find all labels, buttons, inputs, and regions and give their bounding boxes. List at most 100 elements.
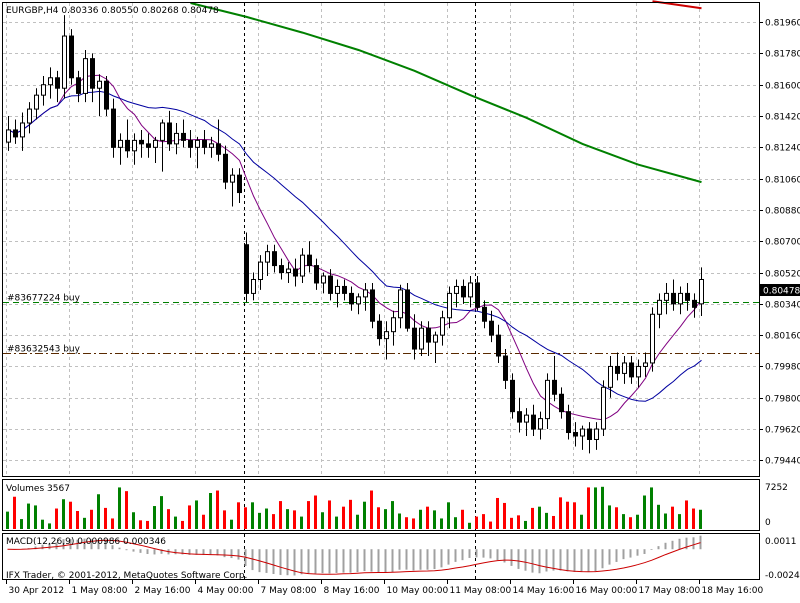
candle-body <box>252 279 256 293</box>
candle <box>427 321 431 356</box>
copyright-text: IFX Trader, © 2001-2012, MetaQuotes Soft… <box>6 571 247 581</box>
candle-body <box>385 332 389 339</box>
candle <box>224 146 228 189</box>
price-tick-label: 0.81240 <box>765 144 800 154</box>
price-tick-label: 0.79800 <box>765 395 800 405</box>
candle <box>301 248 305 283</box>
candle-body <box>35 95 39 109</box>
candle <box>245 233 249 303</box>
candle-body <box>679 293 683 303</box>
candle-body <box>119 140 123 147</box>
candle <box>182 120 186 148</box>
candle <box>476 276 480 311</box>
candle-body <box>469 283 473 297</box>
candle-body <box>406 290 410 328</box>
volume-tick-bottom: 0 <box>765 518 771 528</box>
candle-body <box>308 255 312 265</box>
candle <box>413 314 417 359</box>
candle-body <box>595 429 599 439</box>
candle <box>462 279 466 303</box>
candle <box>231 168 235 206</box>
candle-body <box>21 123 25 137</box>
candle-body <box>329 276 333 293</box>
volume-panel[interactable]: Volumes 3567 7252 0 <box>3 480 788 531</box>
candle <box>35 88 39 119</box>
candle <box>21 113 25 151</box>
time-tick-label: 2 May 16:00 <box>135 586 191 596</box>
candle <box>609 356 613 398</box>
candles <box>7 15 704 453</box>
candle-body <box>315 266 319 283</box>
candle-body <box>154 140 158 147</box>
candle <box>203 130 207 154</box>
price-tick-label: 0.79980 <box>765 363 800 373</box>
candle-body <box>420 328 424 349</box>
candle <box>511 373 515 418</box>
macd-panel[interactable]: MACD(12,26,9) 0.000986 0.000346 0.0011 -… <box>3 534 800 582</box>
candle-body <box>301 255 305 276</box>
period-separators <box>245 3 476 476</box>
candle <box>399 285 403 328</box>
candle-body <box>7 130 11 142</box>
candle-body <box>602 387 606 429</box>
candle <box>651 307 655 371</box>
candle-body <box>371 290 375 321</box>
price-tick-label: 0.81600 <box>765 82 800 92</box>
candle-body <box>28 109 32 123</box>
current-price-marker: 0.80478 <box>760 284 800 297</box>
candle-body <box>525 415 529 422</box>
candle <box>238 168 242 203</box>
candle-body <box>105 81 109 109</box>
candle <box>623 356 627 384</box>
candle-body <box>616 366 620 373</box>
price-panel[interactable]: #83677224 buy#83632543 buy EURGBP,H4 0.8… <box>3 1 800 476</box>
candle-body <box>539 419 543 429</box>
time-tick-label: 18 May 16:00 <box>702 586 764 596</box>
candle-body <box>147 144 151 147</box>
candle <box>441 311 445 346</box>
candle-body <box>273 252 277 266</box>
time-tick-label: 11 May 08:00 <box>450 586 512 596</box>
candle <box>448 286 452 328</box>
candle <box>266 245 270 276</box>
candle <box>350 286 354 310</box>
candle <box>119 133 123 164</box>
candle-body <box>427 328 431 342</box>
candle <box>140 130 144 158</box>
candle-body <box>287 269 291 272</box>
candle-body <box>399 290 403 318</box>
candle <box>518 398 522 433</box>
time-tick-label: 4 May 00:00 <box>198 586 254 596</box>
candle-body <box>672 293 676 303</box>
candle <box>28 102 32 133</box>
candle-body <box>392 318 396 332</box>
price-grid <box>3 3 759 476</box>
candle-body <box>574 433 578 436</box>
candle <box>588 422 592 453</box>
candle <box>406 283 410 332</box>
candle-body <box>413 328 417 349</box>
candle <box>196 137 200 168</box>
current-price-label: 0.80478 <box>763 287 800 297</box>
candle <box>98 74 102 116</box>
candle-body <box>294 269 298 276</box>
candle <box>315 259 319 290</box>
order-line-label: #83632543 buy <box>7 345 81 355</box>
candle-body <box>133 140 137 150</box>
time-tick-label: 10 May 00:00 <box>387 586 449 596</box>
candle-body <box>98 81 102 88</box>
macd-tick-bottom: -0.0024 <box>765 571 800 581</box>
candle <box>189 130 193 158</box>
macd-tick-top: 0.0011 <box>765 537 797 547</box>
candle-body <box>651 314 655 363</box>
candle <box>672 279 676 310</box>
candle-body <box>168 123 172 144</box>
time-tick-label: 30 Apr 2012 <box>9 586 65 596</box>
candle <box>49 67 53 98</box>
price-tick-label: 0.80700 <box>765 238 800 248</box>
candle-body <box>434 335 438 342</box>
candle <box>126 120 130 158</box>
candle-body <box>455 286 459 293</box>
candle <box>364 283 368 311</box>
